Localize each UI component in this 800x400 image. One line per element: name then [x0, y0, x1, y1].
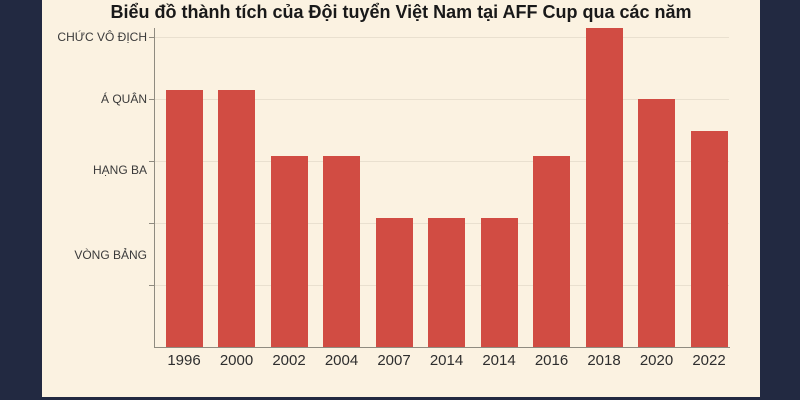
bar-2007: [375, 218, 413, 347]
x-tick-label: 2018: [587, 352, 621, 369]
y-axis-tick: [149, 223, 154, 224]
x-tick-label: 2004: [324, 352, 359, 369]
y-tick-label: HẠNG BA: [92, 163, 147, 178]
x-tick-label: 2007: [377, 352, 411, 369]
x-tick-label: 2014: [429, 352, 464, 369]
bar-1996: [165, 89, 203, 347]
y-axis-tick: [149, 37, 154, 38]
y-gridline: [155, 161, 729, 162]
plot-area: CHỨC VÔ ĐỊCH Á QUÂN HẠNG BA VÒNG BẢNG 1996 20…: [42, 0, 760, 397]
y-tick-label: CHỨC VÔ ĐỊCH: [57, 30, 147, 44]
x-tick-label: 2000: [219, 352, 254, 369]
bar-2000: [218, 89, 255, 347]
y-axis-tick: [149, 285, 154, 286]
bar-2004: [323, 156, 360, 347]
y-axis-tick: [149, 161, 154, 162]
x-tick-label: 2016: [534, 352, 569, 369]
y-gridline: [155, 37, 729, 38]
bar-2018: [585, 27, 623, 347]
bar-2020: [638, 99, 675, 347]
bar-2022: [690, 131, 728, 347]
x-tick-label: 2002: [272, 352, 306, 369]
y-axis-line: [154, 28, 155, 347]
x-axis-line: [154, 347, 730, 348]
chart-panel: Biểu đồ thành tích của Đội tuyển Việt Na…: [42, 0, 760, 397]
chart-title: Biểu đồ thành tích của Đội tuyển Việt Na…: [110, 2, 692, 22]
x-tick-label: 1996: [167, 352, 201, 369]
y-tick-label: VÒNG BẢNG: [74, 248, 147, 263]
bar-2014: [428, 218, 465, 347]
bar-2016: [533, 156, 570, 347]
x-tick-label: 2022: [692, 352, 726, 369]
y-tick-label: Á QUÂN: [100, 92, 147, 106]
x-tick-label: 2014: [482, 352, 516, 369]
y-axis-tick: [149, 99, 154, 100]
x-tick-label: 2020: [639, 352, 674, 369]
bar-2002: [270, 156, 308, 347]
y-gridline: [155, 99, 729, 100]
bar-2014: [480, 218, 518, 347]
